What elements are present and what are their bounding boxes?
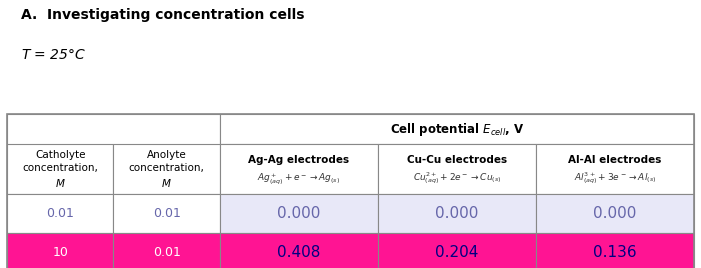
- Bar: [536, 144, 694, 195]
- Text: 0.000: 0.000: [278, 206, 320, 221]
- Text: 0.000: 0.000: [593, 206, 637, 221]
- Bar: [220, 114, 694, 144]
- Text: A.  Investigating concentration cells: A. Investigating concentration cells: [21, 8, 304, 22]
- Text: Al-Al electrodes: Al-Al electrodes: [569, 155, 662, 165]
- Text: 0.408: 0.408: [278, 245, 320, 260]
- Bar: [378, 233, 536, 268]
- Bar: [114, 144, 220, 195]
- Bar: [7, 114, 694, 268]
- Text: 0.204: 0.204: [435, 245, 479, 260]
- Bar: [114, 233, 220, 268]
- Text: $Ag^+_{(aq)} + e^- \rightarrow Ag_{(s)}$: $Ag^+_{(aq)} + e^- \rightarrow Ag_{(s)}$: [257, 171, 341, 186]
- Text: 0.136: 0.136: [593, 245, 637, 260]
- Bar: [536, 195, 694, 233]
- Bar: [7, 114, 220, 195]
- Text: 0.01: 0.01: [153, 246, 181, 259]
- Text: 10: 10: [53, 246, 68, 259]
- Text: $T$ = 25°C: $T$ = 25°C: [21, 48, 86, 62]
- Text: $Al^{3+}_{(aq)} + 3e^- \rightarrow Al_{(s)}$: $Al^{3+}_{(aq)} + 3e^- \rightarrow Al_{(…: [574, 171, 656, 186]
- Text: 0.000: 0.000: [435, 206, 479, 221]
- Text: $Cu^{2+}_{(aq)} + 2e^- \rightarrow Cu_{(s)}$: $Cu^{2+}_{(aq)} + 2e^- \rightarrow Cu_{(…: [413, 171, 501, 186]
- Bar: [378, 195, 536, 233]
- Bar: [220, 195, 378, 233]
- Text: Cu-Cu electrodes: Cu-Cu electrodes: [407, 155, 507, 165]
- Text: 0.01: 0.01: [153, 207, 181, 220]
- Bar: [114, 195, 220, 233]
- Bar: [7, 195, 114, 233]
- Text: Anolyte
concentration,
$\mathit{M}$: Anolyte concentration, $\mathit{M}$: [129, 150, 205, 189]
- Bar: [7, 233, 114, 268]
- Text: 0.01: 0.01: [46, 207, 74, 220]
- Bar: [378, 144, 536, 195]
- Bar: [7, 144, 114, 195]
- Text: Ag-Ag electrodes: Ag-Ag electrodes: [248, 155, 350, 165]
- Bar: [536, 233, 694, 268]
- Text: Cell potential $\boldsymbol{E_{cell}}$, V: Cell potential $\boldsymbol{E_{cell}}$, …: [390, 121, 524, 138]
- Text: Catholyte
concentration,
$\mathit{M}$: Catholyte concentration, $\mathit{M}$: [22, 150, 98, 189]
- Bar: [220, 233, 378, 268]
- Bar: [220, 144, 378, 195]
